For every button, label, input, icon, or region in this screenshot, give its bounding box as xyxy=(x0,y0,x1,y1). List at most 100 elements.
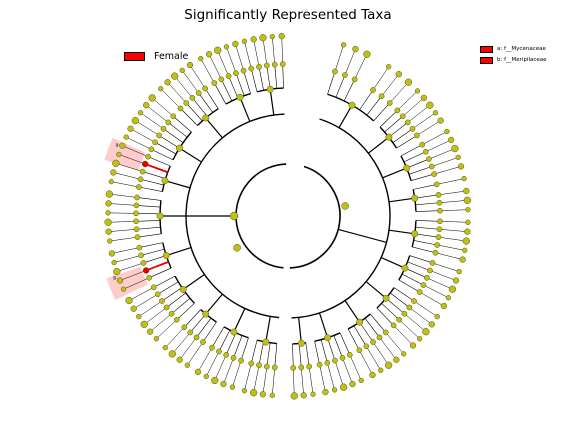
node xyxy=(105,200,112,207)
branch-line xyxy=(334,44,344,72)
branch-line xyxy=(235,73,245,96)
branch-line xyxy=(384,116,403,133)
node xyxy=(331,387,338,393)
branch-line xyxy=(274,64,278,89)
branch-line xyxy=(415,226,440,230)
node xyxy=(146,274,152,281)
class-legend: Female xyxy=(124,51,188,62)
node xyxy=(428,163,435,170)
branch-line xyxy=(425,139,452,152)
node xyxy=(200,339,206,345)
node xyxy=(229,211,239,221)
node xyxy=(233,70,239,77)
node xyxy=(437,218,443,225)
node xyxy=(171,72,179,80)
node xyxy=(193,334,200,341)
node xyxy=(340,42,347,48)
branch-line xyxy=(435,252,463,260)
node xyxy=(104,218,112,226)
node xyxy=(310,391,316,397)
branch-line xyxy=(366,346,381,371)
node xyxy=(177,105,184,112)
node xyxy=(145,153,151,160)
node xyxy=(248,360,255,367)
branch-line xyxy=(428,148,455,160)
branch-line xyxy=(239,97,251,122)
branch-line xyxy=(436,178,465,185)
branch-line xyxy=(432,262,460,272)
node xyxy=(444,128,450,135)
node xyxy=(195,90,202,96)
node xyxy=(209,344,215,351)
node xyxy=(300,392,307,399)
branch-line xyxy=(413,300,438,317)
node xyxy=(134,194,140,201)
node xyxy=(419,141,426,148)
node xyxy=(184,362,191,368)
taxa-legend-item: b: f__Meripilaceae xyxy=(480,55,547,66)
branch-line xyxy=(382,167,407,179)
branch-line xyxy=(250,340,258,364)
branch-line xyxy=(338,104,353,128)
branch-line xyxy=(233,308,246,333)
branch-line xyxy=(109,193,138,198)
branch-line xyxy=(423,284,449,298)
node xyxy=(431,171,437,177)
clade-letter: b xyxy=(113,276,116,282)
branch-line xyxy=(298,317,302,344)
branch-line xyxy=(122,145,149,157)
node xyxy=(332,68,338,75)
branch-line xyxy=(344,300,361,323)
node xyxy=(240,67,247,74)
node xyxy=(346,352,353,358)
branch-line xyxy=(172,332,191,355)
node xyxy=(123,134,129,140)
node xyxy=(230,355,237,361)
branch-line xyxy=(147,156,171,167)
branch-line xyxy=(114,255,142,263)
branch-line xyxy=(180,108,198,126)
branch-line xyxy=(136,220,161,222)
node xyxy=(203,373,209,380)
node xyxy=(162,344,168,351)
node xyxy=(150,284,157,291)
node xyxy=(135,184,142,190)
node xyxy=(266,85,274,93)
branch-line xyxy=(151,97,174,117)
node xyxy=(140,320,148,328)
node xyxy=(435,234,442,240)
node xyxy=(409,342,417,349)
branch-line xyxy=(156,319,178,339)
node xyxy=(298,364,305,371)
node xyxy=(230,328,238,336)
node xyxy=(223,352,230,358)
branch-line xyxy=(365,281,387,299)
node xyxy=(179,67,185,74)
branch-line xyxy=(404,313,427,332)
node xyxy=(385,361,393,369)
branch-line xyxy=(109,236,138,242)
branch-line xyxy=(318,312,329,338)
node xyxy=(395,71,402,78)
branch-line xyxy=(368,136,390,154)
branch-line xyxy=(393,287,415,302)
branch-line xyxy=(208,54,222,80)
node xyxy=(386,64,392,70)
node xyxy=(269,34,275,40)
branch-line xyxy=(181,70,199,94)
node xyxy=(148,94,156,102)
branch-line xyxy=(389,82,409,104)
taxa-legend-name: f__Mycenaceae xyxy=(503,46,546,52)
node xyxy=(356,318,364,326)
branch-line xyxy=(123,277,150,290)
node xyxy=(248,65,255,72)
node xyxy=(176,144,183,152)
node xyxy=(463,196,471,204)
node xyxy=(164,79,171,86)
node xyxy=(401,264,409,272)
node xyxy=(133,210,139,217)
node xyxy=(220,380,227,388)
branch-line xyxy=(379,110,398,128)
node xyxy=(445,295,452,301)
branch-line xyxy=(419,291,445,307)
